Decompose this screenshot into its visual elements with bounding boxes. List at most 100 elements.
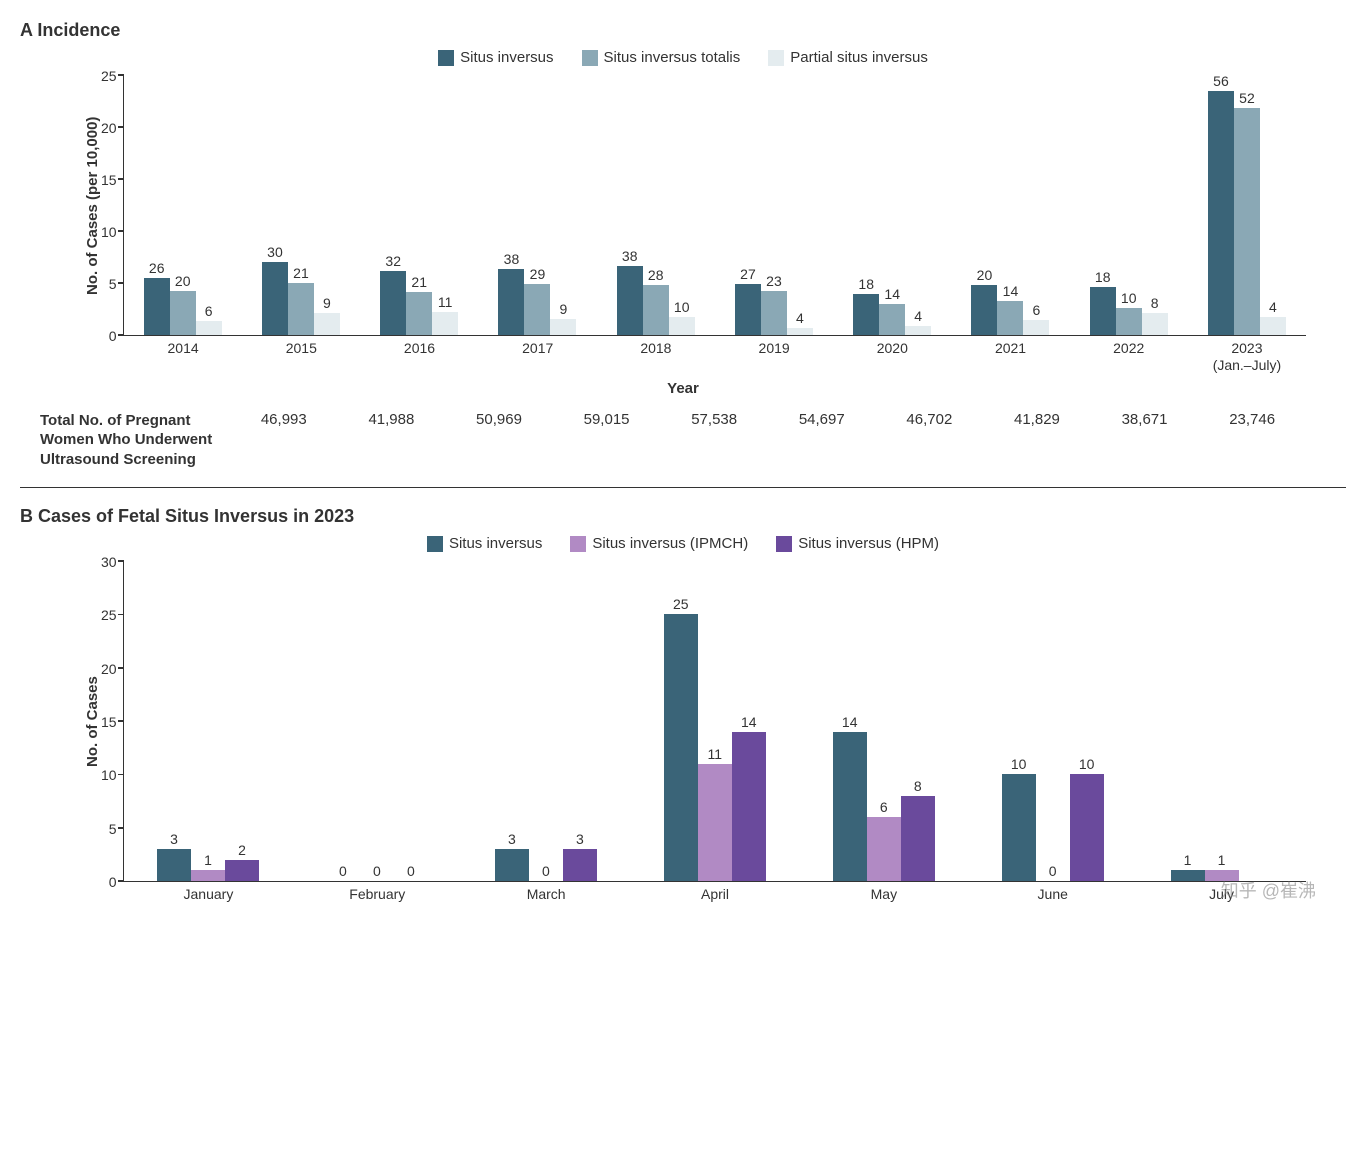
bar-value-label: 20: [175, 273, 191, 289]
bar-value-label: 1: [204, 852, 212, 868]
bar-value-label: 8: [1151, 295, 1159, 311]
bar-value-label: 11: [438, 294, 453, 310]
bar-group: 38 29 9: [478, 269, 596, 335]
bar-group: 10010: [968, 774, 1137, 881]
bar: 3: [495, 849, 529, 881]
bar: 18: [1090, 287, 1116, 335]
bar-value-label: 32: [385, 253, 401, 269]
bar-group: 56524: [1188, 91, 1306, 335]
legend-item: Situs inversus: [427, 535, 542, 552]
bar: 14: [833, 732, 867, 881]
legend-item: Situs inversus (HPM): [776, 535, 939, 552]
panel-divider: [20, 487, 1346, 488]
legend-item: Situs inversus (IPMCH): [570, 535, 748, 552]
bar: 25: [664, 614, 698, 881]
panel-a-ylabel: No. of Cases (per 10,000): [80, 76, 101, 336]
footer-value: 23,746: [1198, 411, 1306, 470]
bar-value-label: 10: [674, 299, 690, 315]
bar: 8: [1142, 313, 1168, 335]
footer-value: 50,969: [445, 411, 553, 470]
footer-value: 54,697: [768, 411, 876, 470]
bar: 10: [669, 317, 695, 335]
panel-b-plot: 31200030325111414681001011: [123, 562, 1306, 882]
panel-b-xlabels: JanuaryFebruaryMarchAprilMayJuneJuly: [80, 882, 1306, 903]
panel-a-title: A Incidence: [20, 20, 1346, 41]
x-label: May: [799, 882, 968, 903]
x-label: 2022: [1070, 336, 1188, 374]
bar-group: 27234: [715, 284, 833, 335]
bar: 56: [1208, 91, 1234, 335]
bar-group: 1468: [799, 732, 968, 881]
bar-value-label: 4: [796, 310, 804, 326]
x-label: 2017: [479, 336, 597, 374]
bar-value-label: 10: [1079, 756, 1095, 772]
panel-b-chart: No. of Cases 302520151050 31200030325111…: [80, 562, 1306, 882]
panel-b: B Cases of Fetal Situs Inversus in 2023 …: [20, 506, 1346, 903]
bar: 28: [643, 285, 669, 335]
bar-value-label: 30: [267, 244, 283, 260]
bar-value-label: 0: [339, 863, 347, 879]
legend-swatch: [582, 50, 598, 66]
bar: 1: [1171, 870, 1205, 881]
bar-value-label: 14: [1003, 283, 1019, 299]
bar: 20: [170, 291, 196, 335]
bar-value-label: 21: [411, 274, 427, 290]
bar-value-label: 10: [1011, 756, 1027, 772]
legend-label: Situs inversus: [449, 535, 542, 552]
bar: 14: [997, 301, 1023, 335]
bar-value-label: 11: [708, 746, 723, 762]
bar-value-label: 14: [842, 714, 858, 730]
bar-value-label: 10: [1121, 290, 1137, 306]
bar-value-label: 27: [740, 266, 756, 282]
bar-value-label: 6: [1033, 302, 1041, 318]
bar-group: 20146: [951, 285, 1069, 335]
bar-value-label: 3: [170, 831, 178, 847]
legend-label: Situs inversus (IPMCH): [592, 535, 748, 552]
panel-a-legend: Situs inversus Situs inversus totalis Part…: [20, 49, 1346, 66]
bar: 9: [550, 319, 576, 335]
bar-value-label: 1: [1184, 852, 1192, 868]
footer-value: 59,015: [553, 411, 661, 470]
bar: 10: [1116, 308, 1142, 335]
panel-a-chart: No. of Cases (per 10,000) 2520151050 262…: [80, 76, 1306, 336]
panel-b-title: B Cases of Fetal Situs Inversus in 2023: [20, 506, 1346, 527]
x-label: January: [124, 882, 293, 903]
legend-item: Partial situs inversus: [768, 49, 928, 66]
bar: 18: [853, 294, 879, 335]
legend-label: Partial situs inversus: [790, 49, 928, 66]
legend-label: Situs inversus totalis: [604, 49, 741, 66]
bar-value-label: 6: [205, 303, 213, 319]
x-label: June: [968, 882, 1137, 903]
x-label: 2018: [597, 336, 715, 374]
bar: 38: [498, 269, 524, 335]
bar-group: 303: [461, 849, 630, 881]
bar-value-label: 21: [293, 265, 309, 281]
bar: 26: [144, 278, 170, 335]
bar-value-label: 9: [560, 301, 568, 317]
bar-group: 251114: [630, 614, 799, 881]
bar: 8: [901, 796, 935, 881]
footer-value: 41,829: [983, 411, 1091, 470]
bar: 38: [617, 266, 643, 335]
bar-value-label: 29: [530, 266, 546, 282]
footer-value: 57,538: [660, 411, 768, 470]
bar-value-label: 28: [648, 267, 664, 283]
x-label: 2020: [833, 336, 951, 374]
bar-value-label: 26: [149, 260, 165, 276]
bar-value-label: 18: [858, 276, 874, 292]
panel-b-ylabel: No. of Cases: [80, 562, 101, 882]
bar: 21: [406, 292, 432, 335]
x-label: 2021: [951, 336, 1069, 374]
panel-a: A Incidence Situs inversusSitus inversus…: [20, 20, 1346, 469]
legend-label: Situs inversus: [460, 49, 553, 66]
bar: 52: [1234, 108, 1260, 335]
bar-group: 30219: [242, 262, 360, 335]
x-label: March: [462, 882, 631, 903]
legend-label: Situs inversus (HPM): [798, 535, 939, 552]
x-label: 2016: [360, 336, 478, 374]
x-label: 2023(Jan.–July): [1188, 336, 1306, 374]
x-label: 2015: [242, 336, 360, 374]
legend-item: Situs inversus: [438, 49, 553, 66]
x-label: 2014: [124, 336, 242, 374]
bar-value-label: 2: [238, 842, 246, 858]
